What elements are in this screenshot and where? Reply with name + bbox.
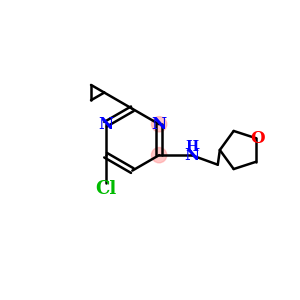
Text: N: N — [152, 116, 167, 133]
Text: H: H — [185, 140, 198, 154]
Text: O: O — [250, 130, 265, 147]
Circle shape — [152, 117, 167, 132]
Text: N: N — [184, 147, 199, 164]
Circle shape — [152, 148, 167, 163]
Text: N: N — [98, 116, 113, 133]
Text: Cl: Cl — [95, 180, 116, 198]
